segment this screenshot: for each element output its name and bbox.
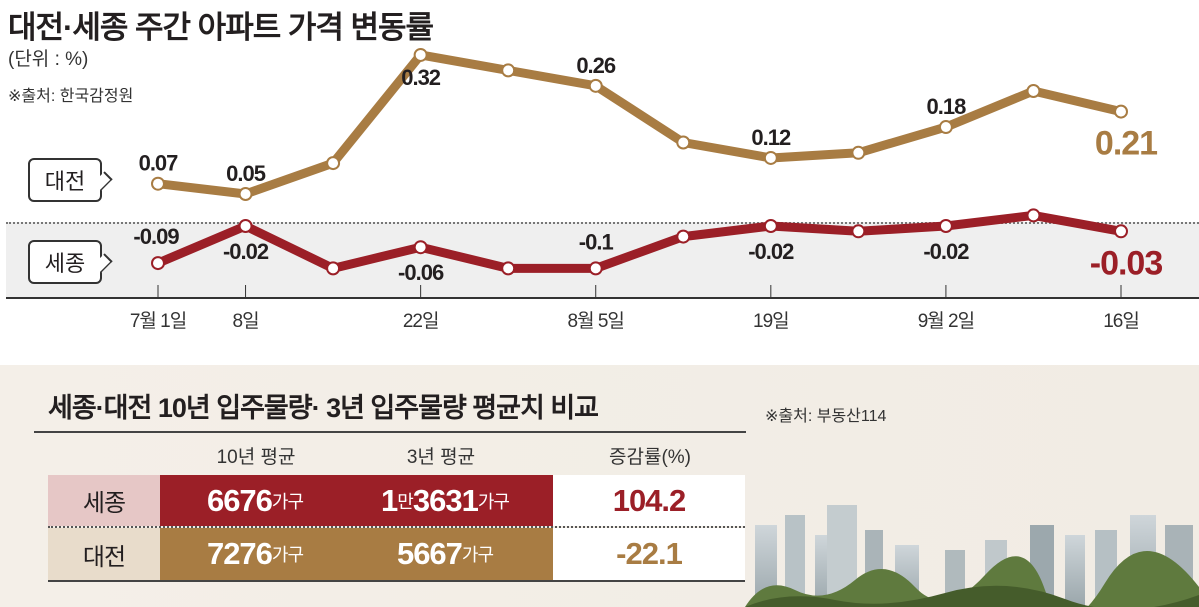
data-label: -0.02 bbox=[748, 239, 794, 264]
data-point bbox=[413, 240, 428, 255]
data-point bbox=[938, 120, 953, 135]
series-line-세종 bbox=[156, 210, 1122, 273]
data-label: 0.12 bbox=[751, 125, 791, 150]
data-label: -0.03 bbox=[1090, 244, 1163, 282]
data-point bbox=[1026, 84, 1041, 98]
x-tick-label: 22일 bbox=[402, 311, 440, 332]
data-label: 0.26 bbox=[576, 53, 616, 78]
data-point bbox=[413, 47, 428, 62]
avg3-cell: 5667 가구 bbox=[396, 536, 494, 571]
avg10-cell: 6676 가구 bbox=[206, 482, 304, 518]
row-divider bbox=[48, 526, 745, 528]
data-point bbox=[851, 145, 866, 160]
data-point bbox=[676, 229, 691, 244]
data-point bbox=[1114, 224, 1128, 239]
change-cell: 104.2 bbox=[553, 475, 745, 526]
line-chart: 0.07 0.05 0.32 0.26 0.12 0.18 0.21 -0.09 -0.02 -0… bbox=[133, 47, 1163, 297]
data-label: -0.06 bbox=[398, 260, 444, 285]
series-line-대전 bbox=[157, 50, 1123, 199]
data-label: 0.05 bbox=[226, 161, 266, 186]
x-tick-label: 8일 bbox=[232, 311, 260, 332]
header-change: 증감률(%) bbox=[609, 447, 691, 468]
avg10-cell: 7276 가구 bbox=[206, 536, 304, 571]
data-point bbox=[238, 187, 253, 201]
divider bbox=[34, 431, 746, 433]
data-point bbox=[938, 219, 953, 233]
chart-title: 대전·세종 주간 아파트 가격 변동률 bbox=[8, 10, 434, 45]
row-label: 대전 bbox=[48, 528, 160, 580]
x-tick-label: 16일 bbox=[1103, 311, 1140, 332]
data-point bbox=[326, 261, 341, 276]
data-label: -0.02 bbox=[923, 239, 969, 264]
data-label: -0.09 bbox=[133, 224, 179, 249]
table-source: ※출처: 부동산114 bbox=[765, 408, 887, 425]
data-point bbox=[238, 219, 253, 233]
data-label: 0.21 bbox=[1095, 125, 1157, 163]
x-axis bbox=[6, 297, 1199, 299]
data-label: 0.32 bbox=[401, 65, 441, 90]
data-point bbox=[151, 256, 165, 271]
header-10yr: 10년 평균 bbox=[216, 447, 296, 468]
data-point bbox=[1114, 104, 1128, 119]
table-title: 세종·대전 10년 입주물량· 3년 입주물량 평균치 비교 bbox=[48, 393, 599, 423]
data-point bbox=[763, 150, 778, 165]
data-point bbox=[588, 261, 603, 276]
data-point bbox=[501, 261, 516, 276]
data-label: -0.1 bbox=[579, 229, 614, 254]
data-point bbox=[501, 63, 516, 78]
data-point bbox=[588, 78, 603, 93]
x-tick-label: 9월 2일 bbox=[917, 311, 975, 332]
data-label: 0.07 bbox=[139, 151, 179, 176]
data-point bbox=[326, 156, 341, 171]
source-label: ※출처: 한국감정원 bbox=[8, 88, 134, 105]
table-bottom-rule bbox=[48, 580, 745, 582]
x-tick-label: 19일 bbox=[753, 311, 790, 332]
data-point bbox=[151, 176, 165, 191]
x-tick-label: 7월 1일 bbox=[129, 311, 187, 332]
legend-daejeon: 대전 bbox=[28, 158, 102, 202]
data-point bbox=[763, 219, 778, 233]
data-point bbox=[851, 224, 866, 239]
city-skyline-image bbox=[745, 505, 1199, 607]
unit-label: (단위 : %) bbox=[8, 49, 89, 70]
data-point bbox=[676, 135, 691, 150]
legend-sejong: 세종 bbox=[28, 240, 102, 284]
data-label: 0.18 bbox=[926, 94, 966, 119]
x-tick-label: 8월 5일 bbox=[567, 311, 625, 332]
data-label: -0.02 bbox=[223, 239, 269, 264]
header-3yr: 3년 평균 bbox=[406, 447, 476, 468]
row-label: 세종 bbox=[48, 475, 160, 526]
avg3-cell: 1 만 3631 가구 bbox=[381, 482, 510, 518]
data-point bbox=[1026, 208, 1041, 223]
change-cell: -22.1 bbox=[553, 528, 745, 580]
sejong-band bbox=[6, 222, 1199, 297]
